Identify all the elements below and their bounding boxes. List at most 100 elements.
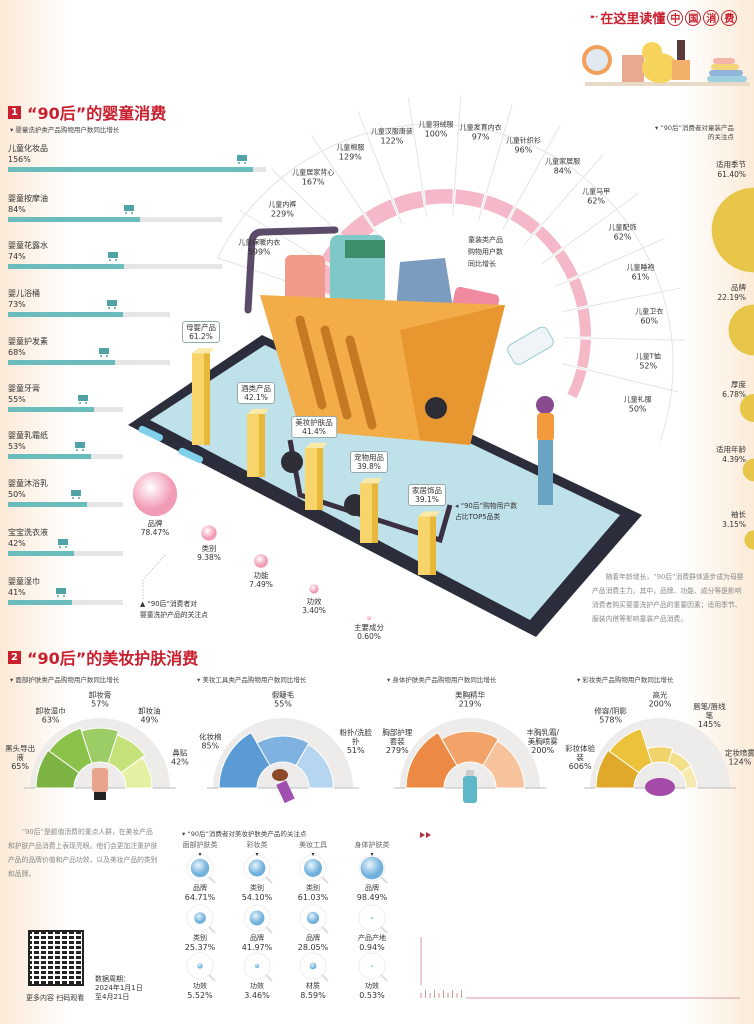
apparel-focus-label: 袖长 <box>731 510 746 519</box>
bar-value: 84% <box>8 205 26 214</box>
gauge-segment <box>80 727 120 764</box>
magnifier-handle <box>380 876 388 884</box>
fan-item-value: 61% <box>631 272 650 282</box>
product-box <box>345 240 385 258</box>
apparel-focus-value: 4.39% <box>722 455 746 464</box>
bar-label: 婴童沐浴乳 <box>8 479 48 488</box>
gauge-item: 唇笔/唇线笔 145% <box>692 702 726 730</box>
top5-bar-side <box>259 413 265 477</box>
section2-title: 2 “90后”的美妆护肤消费 <box>8 645 198 669</box>
product-lotion <box>285 255 325 310</box>
gauge-subtitle: 彩妆类产品购物用户数同比增长 <box>577 674 673 684</box>
cart-slot <box>295 315 327 410</box>
gauge-item-label: 彩妆体验装 <box>565 744 596 763</box>
focus-column-header: 身体护肤类 <box>354 841 390 849</box>
focus-value: 7.49% <box>249 579 273 589</box>
qr-code[interactable] <box>28 930 84 986</box>
masthead-char: 费 <box>721 9 738 26</box>
bar-label: 婴童牙膏 <box>8 384 40 393</box>
focus-bubble <box>132 471 178 517</box>
fan-item-label: 儿童马甲 <box>582 187 611 195</box>
down-arrow-icon: ▾ <box>370 851 374 858</box>
fan-bar <box>510 207 541 235</box>
bar-label: 儿童化妆品 <box>8 144 48 153</box>
fan-divider <box>357 111 402 224</box>
focus-label: 类别 <box>201 543 217 553</box>
beauty-focus-title: “90后”消费者对美妆护肤类产品的关注点 <box>182 828 306 838</box>
focus-value: 98.49% <box>356 893 388 902</box>
fan-item-label: 儿童羽绒服 <box>418 120 454 129</box>
gauge-segment <box>680 765 698 789</box>
top5-value: 42.1% <box>244 392 268 402</box>
shelf <box>585 82 750 86</box>
gauge-item-label: 假睫毛 <box>271 690 295 700</box>
down-arrow-icon: ▾ <box>198 851 202 858</box>
focus-bubble <box>370 916 374 920</box>
focus-label: 功效 <box>306 596 322 606</box>
bar-label: 婴童按摩油 <box>8 194 48 203</box>
fan-item-label: 儿童保暖内衣 <box>238 238 281 247</box>
data-period-label: 数据周期： <box>95 975 130 983</box>
top5-value: 39.1% <box>415 495 439 505</box>
gauge-item: 粉扑/洗脸扑 51% <box>339 728 373 756</box>
gauge-segment <box>440 730 500 767</box>
fan-bar <box>577 339 591 369</box>
top5-note: 占比TOP5品类 <box>455 513 501 521</box>
woman-pants <box>538 440 553 505</box>
top5-bar-top <box>418 511 440 517</box>
bar-value: 53% <box>8 442 26 451</box>
gauge-item-value: 51% <box>346 746 365 755</box>
magnifier-handle <box>265 974 273 982</box>
top5-callout: 家居饰品 39.1% <box>408 484 446 507</box>
apparel-focus-label: 适用年龄 <box>716 445 746 454</box>
focus-label: 功效 <box>250 982 264 990</box>
cart-wheel <box>425 397 447 419</box>
bar-fill <box>8 551 74 556</box>
top5-bar-side <box>317 447 323 510</box>
focus-value: 9.38% <box>197 552 221 562</box>
focus-bubble <box>201 525 217 541</box>
cart-handle <box>244 226 339 314</box>
fan-segment <box>523 154 604 255</box>
fan-item-label: 儿童T恤 <box>635 352 661 361</box>
fan-item-label: 儿童配饰 <box>608 223 637 231</box>
focus-label: 功效 <box>365 982 379 990</box>
section2-paragraph: “90后”是颜值消费的重点人群，在美妆产品和护肤产品消费上表现亮眼。他们会更加注… <box>8 828 158 878</box>
magnifier-handle <box>265 926 273 934</box>
gauge-item: 定妆喷雾 124% <box>723 749 754 768</box>
care-focus-note: 婴童洗护产品的关注点 <box>140 611 208 619</box>
fan-item-label: 儿童家居服 <box>545 157 581 166</box>
magnifier-handle <box>265 876 273 884</box>
gauge-segment <box>482 740 525 789</box>
gauge-item: 卸妆湿巾 63% <box>34 707 68 726</box>
fan-item-label: 儿童卫衣 <box>635 307 664 316</box>
down-arrow-icon: ▾ <box>311 851 315 858</box>
bar-value: 74% <box>8 252 26 261</box>
stacking-rings-icon <box>707 76 747 82</box>
phone-button <box>138 425 164 442</box>
cart-icon <box>56 539 69 548</box>
bar-value: 41% <box>8 588 26 597</box>
top5-bar-side <box>372 483 378 543</box>
focus-label: 产品产地 <box>358 934 386 942</box>
fan-item-label: 儿童居家背心 <box>292 168 335 177</box>
fan-item: 儿童家居服 84% <box>545 158 580 177</box>
top5-label: 家居饰品 <box>412 486 442 496</box>
cart-icon <box>73 442 86 451</box>
fan-item-label: 儿童睡袍 <box>626 263 655 272</box>
fan-item: 儿童棉服 129% <box>336 144 364 163</box>
magnifier-handle <box>208 926 216 934</box>
bar-value: 42% <box>8 539 26 548</box>
fan-divider <box>452 95 462 216</box>
focus-label: 功能 <box>253 570 269 580</box>
woman-hair <box>536 396 554 414</box>
cart-slot <box>320 325 352 420</box>
gauge-item: 美胸精华 219% <box>453 691 487 710</box>
top5-note: ◂ “90后”购物用户数 <box>455 502 518 510</box>
focus-bubble <box>194 912 206 924</box>
bar-label: 宝宝洗衣液 <box>8 528 48 537</box>
fan-item: 儿童汉服唐装 122% <box>371 127 413 146</box>
focus-bubble <box>367 616 371 620</box>
fan-note: 童装类产品 <box>468 236 503 244</box>
fan-bar <box>554 249 579 280</box>
